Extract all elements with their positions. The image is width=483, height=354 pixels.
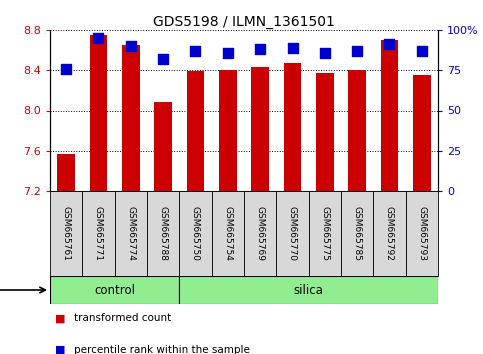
Bar [244,191,276,276]
Text: GSM665793: GSM665793 [417,206,426,261]
Text: GSM665769: GSM665769 [256,206,265,261]
Bar [82,191,114,276]
Text: GSM665788: GSM665788 [159,206,168,261]
Bar [341,191,373,276]
Point [127,43,135,49]
Bar [219,70,237,191]
Bar [154,102,172,191]
Point [289,45,297,51]
Text: GSM665754: GSM665754 [223,206,232,261]
Point [62,66,70,72]
Point [256,46,264,52]
Bar [179,191,212,276]
Bar [348,70,366,191]
Bar [50,276,179,304]
Bar [186,71,204,191]
Bar [90,35,107,191]
Text: GSM665774: GSM665774 [127,206,135,261]
Text: ■: ■ [55,345,65,354]
Text: GSM665785: GSM665785 [353,206,362,261]
Text: silica: silica [294,284,324,297]
Text: GSM665750: GSM665750 [191,206,200,261]
Text: ■: ■ [55,313,65,323]
Text: percentile rank within the sample: percentile rank within the sample [74,345,250,354]
Bar [50,191,82,276]
Point [321,50,329,55]
Point [418,48,426,54]
Text: GSM665775: GSM665775 [320,206,329,261]
Point [192,48,199,54]
Bar [413,75,431,191]
Bar [114,191,147,276]
Bar [147,191,179,276]
Text: GSM665771: GSM665771 [94,206,103,261]
Text: control: control [94,284,135,297]
Title: GDS5198 / ILMN_1361501: GDS5198 / ILMN_1361501 [153,15,335,29]
Point [353,48,361,54]
Text: GSM665761: GSM665761 [62,206,71,261]
Text: GSM665792: GSM665792 [385,206,394,261]
Bar [179,276,438,304]
Bar [122,45,140,191]
Bar [381,40,398,191]
Text: transformed count: transformed count [74,313,171,323]
Bar [284,63,301,191]
Bar [406,191,438,276]
Bar [316,73,334,191]
Bar [373,191,406,276]
Point [385,42,393,47]
Text: GSM665770: GSM665770 [288,206,297,261]
Bar [212,191,244,276]
Bar [276,191,309,276]
Bar [57,154,75,191]
Bar [251,67,269,191]
Point [95,35,102,41]
Bar [309,191,341,276]
Point [159,56,167,62]
Point [224,50,232,55]
